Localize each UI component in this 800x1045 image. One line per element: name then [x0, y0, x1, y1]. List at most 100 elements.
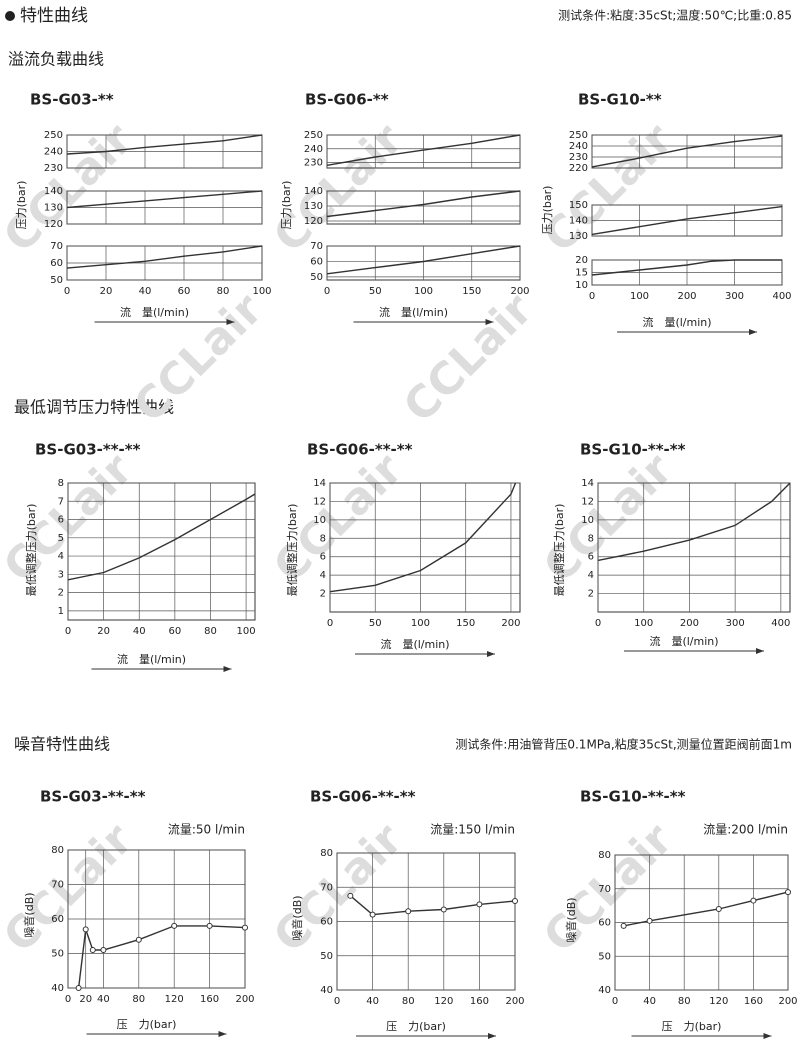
- page-title: 特性曲线: [20, 6, 88, 26]
- x-tick-label: 400: [772, 291, 791, 302]
- x-tick-label: 60: [178, 286, 191, 297]
- x-tick-label: 40: [643, 996, 656, 1007]
- y-tick-label: 250: [44, 130, 63, 141]
- x-tick-label: 200: [677, 291, 696, 302]
- y-tick-label: 8: [320, 533, 326, 544]
- data-line: [591, 259, 782, 276]
- y-tick-label: 150: [569, 200, 588, 211]
- data-line: [66, 134, 263, 155]
- data-line: [66, 190, 263, 209]
- watermark: CCLair: [534, 114, 683, 263]
- data-point: [512, 897, 518, 904]
- x-tick-label: 40: [366, 996, 379, 1007]
- y-tick-label: 2: [320, 589, 326, 600]
- y-tick-label: 3: [58, 569, 64, 580]
- x-tick-label: 120: [434, 996, 453, 1007]
- flow-label: 流量:150 l/min: [430, 823, 515, 837]
- x-tick-label: 100: [237, 626, 256, 637]
- x-tick-label: 160: [744, 996, 763, 1007]
- chart-title: BS-G10-**-**: [580, 441, 686, 459]
- data-point: [206, 922, 213, 929]
- data-point: [620, 922, 627, 929]
- y-tick-label: 60: [51, 914, 64, 925]
- x-tick-label: 40: [139, 286, 152, 297]
- data-point: [646, 917, 653, 924]
- y-axis-label: 噪音(dB): [290, 895, 304, 940]
- y-tick-label: 1: [58, 606, 64, 617]
- y-tick-label: 140: [304, 186, 323, 197]
- y-tick-label: 15: [575, 268, 588, 279]
- x-axis-label: 压 力(bar): [386, 1020, 446, 1033]
- data-line: [591, 135, 783, 168]
- data-point: [369, 911, 376, 918]
- x-tick-label: 0: [334, 996, 340, 1007]
- data-line: [326, 190, 521, 218]
- y-tick-label: 50: [320, 951, 333, 962]
- y-tick-label: 4: [58, 551, 64, 562]
- data-point: [715, 906, 722, 912]
- y-tick-label: 80: [598, 850, 611, 861]
- x-axis-label: 流 量(l/min): [642, 315, 711, 329]
- y-tick-label: 130: [569, 231, 588, 242]
- watermark: CCLair: [0, 814, 143, 963]
- data-line: [77, 925, 246, 989]
- x-tick-label: 80: [132, 994, 145, 1005]
- y-tick-label: 250: [304, 130, 323, 141]
- x-tick-label: 0: [65, 994, 71, 1005]
- y-tick-label: 220: [569, 163, 588, 174]
- y-tick-label: 230: [569, 152, 588, 163]
- x-tick-label: 150: [462, 286, 481, 297]
- y-tick-label: 240: [304, 144, 323, 155]
- y-axis-label: 压力(bar): [280, 181, 293, 230]
- y-tick-label: 60: [50, 258, 63, 269]
- y-tick-label: 10: [575, 280, 588, 291]
- y-tick-label: 240: [44, 147, 63, 158]
- y-tick-label: 50: [50, 275, 63, 286]
- y-tick-label: 120: [44, 219, 63, 230]
- y-tick-label: 10: [313, 515, 326, 526]
- x-tick-label: 80: [217, 286, 230, 297]
- y-tick-label: 60: [320, 917, 333, 928]
- y-axis-label: 最低调整压力(bar): [24, 504, 38, 597]
- y-axis-label: 噪音(dB): [564, 897, 578, 942]
- y-tick-label: 70: [320, 882, 333, 893]
- y-tick-label: 80: [51, 845, 64, 856]
- y-tick-label: 14: [581, 478, 594, 489]
- chart-title: BS-G06-**-**: [307, 441, 413, 459]
- y-tick-label: 14: [313, 478, 326, 489]
- y-tick-label: 250: [569, 130, 588, 141]
- x-tick-label: 200: [680, 618, 699, 629]
- y-tick-label: 140: [569, 216, 588, 227]
- x-tick-label: 50: [369, 286, 382, 297]
- x-axis-label: 压 力(bar): [662, 1020, 722, 1033]
- data-line: [349, 895, 516, 916]
- x-tick-label: 200: [778, 996, 797, 1007]
- watermark: CCLair: [0, 444, 143, 593]
- data-line: [591, 205, 783, 236]
- section-title: 溢流负载曲线: [8, 50, 104, 69]
- x-tick-label: 80: [204, 626, 217, 637]
- x-tick-label: 120: [165, 994, 184, 1005]
- y-tick-label: 50: [310, 272, 323, 283]
- y-tick-label: 4: [588, 570, 594, 581]
- data-point: [440, 906, 447, 913]
- data-line: [326, 134, 521, 166]
- flow-label: 流量:50 l/min: [168, 823, 245, 837]
- y-tick-label: 6: [320, 552, 326, 563]
- x-tick-label: 150: [456, 618, 475, 629]
- y-axis-label: 最低调整压力(bar): [552, 504, 566, 597]
- x-tick-label: 120: [709, 996, 728, 1007]
- x-tick-label: 160: [470, 996, 489, 1007]
- y-tick-label: 6: [58, 515, 64, 526]
- y-tick-label: 2: [588, 589, 594, 600]
- x-tick-label: 20: [100, 286, 113, 297]
- y-axis-label: 噪音(dB): [22, 892, 36, 937]
- x-axis-arrowhead: [487, 651, 495, 657]
- x-tick-label: 0: [324, 286, 330, 297]
- y-tick-label: 8: [588, 533, 594, 544]
- x-axis-arrowhead: [756, 648, 764, 654]
- y-tick-label: 10: [581, 515, 594, 526]
- x-tick-label: 80: [678, 996, 691, 1007]
- x-tick-label: 40: [133, 626, 146, 637]
